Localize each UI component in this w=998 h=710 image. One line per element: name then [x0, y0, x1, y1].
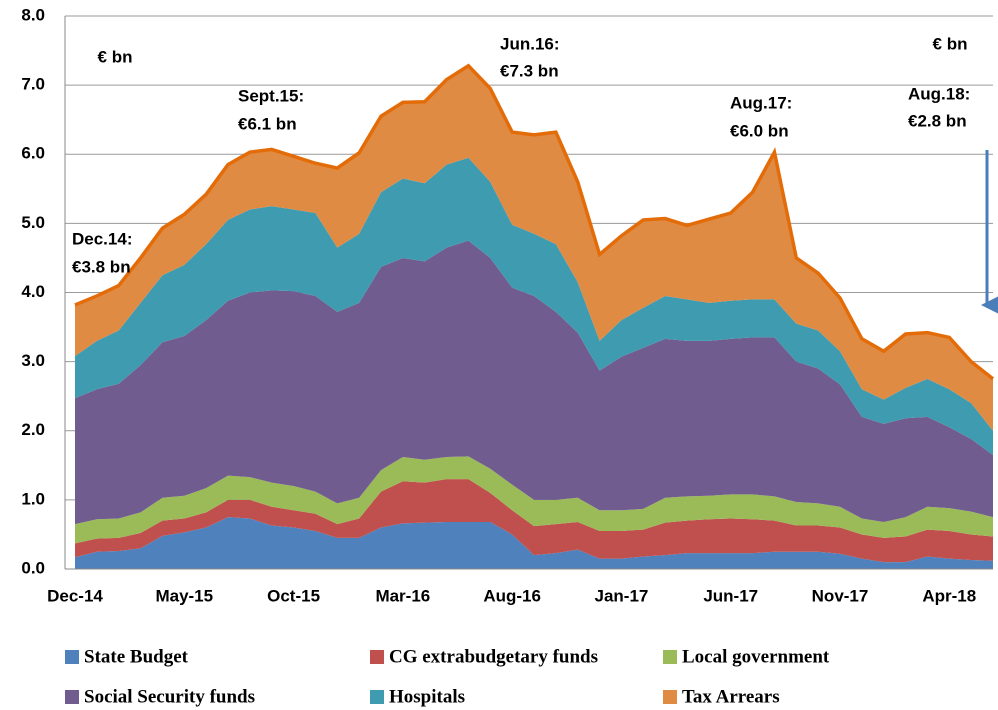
y-tick-label: 2.0: [21, 420, 45, 439]
annotation: Aug.17:: [730, 93, 792, 112]
y-tick-label: 4.0: [21, 282, 45, 301]
annotation: Aug.18:: [908, 84, 970, 103]
annotation: Jun.16:: [500, 34, 560, 53]
annotation: €7.3 bn: [500, 61, 559, 80]
area: [75, 517, 993, 569]
legend-label: Social Security funds: [84, 686, 255, 707]
x-tick-label: May-15: [155, 586, 213, 605]
x-tick-label: Nov-17: [812, 586, 869, 605]
annotation: €6.0 bn: [730, 121, 789, 140]
area: [75, 157, 993, 455]
annotation: Sept.15:: [238, 86, 304, 105]
x-tick-label: Apr-18: [922, 586, 976, 605]
legend-swatch: [65, 650, 79, 664]
x-tick-label: Jan-17: [594, 586, 648, 605]
annotation: €2.8 bn: [908, 111, 967, 130]
x-tick-label: Dec-14: [47, 586, 103, 605]
legend-swatch: [370, 650, 384, 664]
x-tick-label: Mar-16: [375, 586, 430, 605]
x-tick-label: Jun-17: [703, 586, 758, 605]
legend-label: Hospitals: [389, 686, 465, 707]
annotation: €3.8 bn: [72, 257, 131, 276]
legend-swatch: [663, 690, 677, 704]
y-tick-label: 8.0: [21, 5, 45, 24]
annotation: € bn: [933, 34, 968, 53]
y-tick-label: 0.0: [21, 558, 45, 577]
annotation: €6.1 bn: [238, 114, 297, 133]
legend-label: Local government: [682, 646, 830, 667]
legend-swatch: [663, 650, 677, 664]
legend-swatch: [65, 690, 79, 704]
plot: [64, 15, 995, 570]
area: [75, 479, 993, 563]
legend-label: Tax Arrears: [682, 686, 780, 707]
annotation: € bn: [98, 47, 133, 66]
y-tick-label: 6.0: [21, 144, 45, 163]
y-tick-label: 7.0: [21, 75, 45, 94]
x-tick-label: Aug-16: [483, 586, 541, 605]
area: [75, 65, 993, 431]
y-tick-label: 5.0: [21, 213, 45, 232]
annotation: Dec.14:: [72, 229, 132, 248]
legend-label: CG extrabudgetary funds: [389, 646, 598, 667]
y-tick-label: 3.0: [21, 351, 45, 370]
x-tick-label: Oct-15: [267, 586, 320, 605]
area: [75, 240, 993, 525]
y-tick-label: 1.0: [21, 489, 45, 508]
legend-label: State Budget: [84, 646, 189, 667]
total-outline: [74, 63, 995, 381]
legend-swatch: [370, 690, 384, 704]
